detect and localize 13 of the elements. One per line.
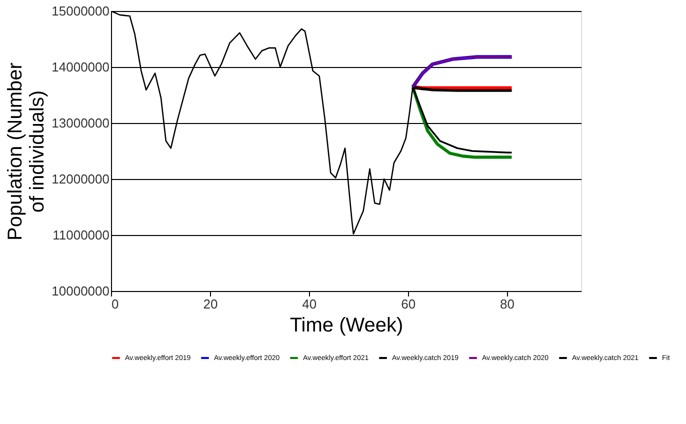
- x-tick-label: 40: [302, 296, 317, 312]
- x-tick-label: 60: [401, 296, 416, 312]
- x-tick-label: 80: [500, 296, 515, 312]
- y-axis-title: Population (Number of individuals): [4, 62, 49, 240]
- x-tick-label: 20: [203, 296, 218, 312]
- y-tick-label: 15000000: [52, 4, 110, 18]
- y-tick-label: 10000000: [52, 284, 110, 298]
- y-tick-label: 13000000: [52, 116, 110, 130]
- y-tick-label: 11000000: [52, 228, 110, 242]
- x-tick-label: 0: [112, 296, 119, 312]
- x-axis-title: Time (Week): [290, 314, 404, 336]
- y-tick-label: 14000000: [52, 60, 110, 74]
- y-tick-label: 12000000: [52, 172, 110, 186]
